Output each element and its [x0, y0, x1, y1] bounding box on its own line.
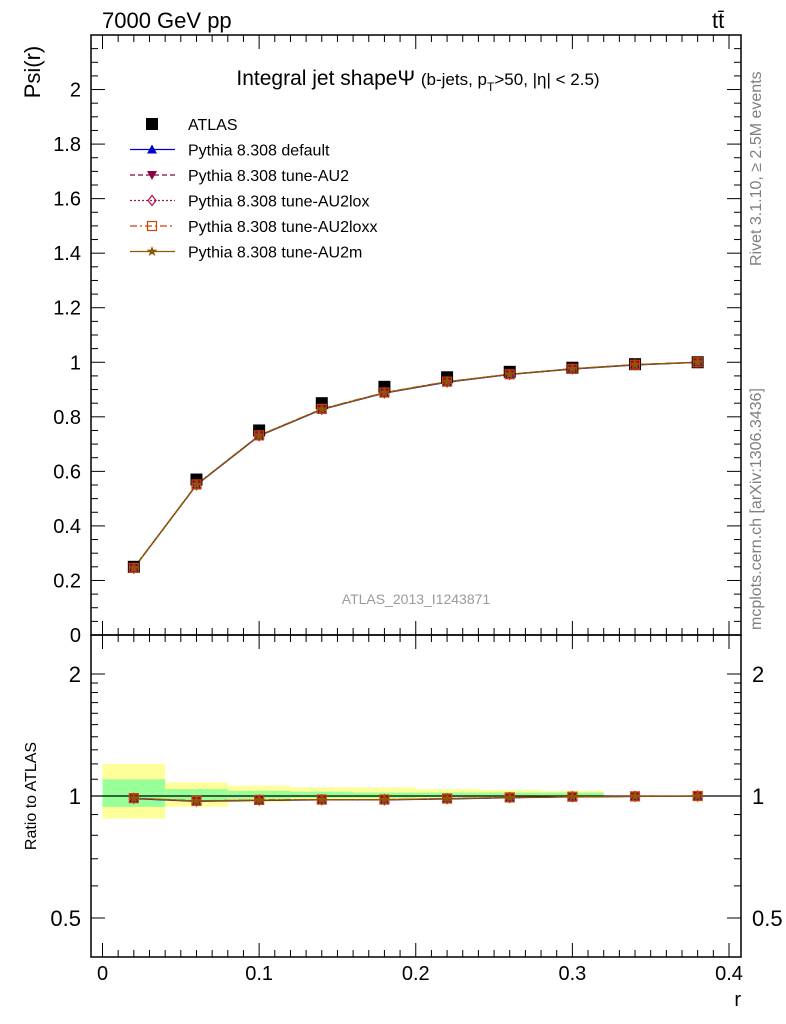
title-sub-rest: >50, |η| < 2.5) — [494, 70, 599, 89]
y-tick-label: 1.6 — [53, 189, 81, 211]
legend-label: Pythia 8.308 tune-AU2loxx — [188, 219, 377, 236]
ratio-data-point — [191, 795, 202, 806]
legend-marker — [147, 144, 157, 154]
x-axis-label: r — [734, 989, 741, 1011]
legend-label: Pythia 8.308 default — [188, 143, 330, 160]
legend-item: Pythia 8.308 tune-AU2 — [130, 168, 349, 185]
x-tick-label: 0 — [97, 963, 108, 985]
data-point — [316, 403, 328, 414]
ratio-y-tick-label-right: 2 — [752, 662, 764, 687]
title-main: Integral jet shapeΨ — [236, 67, 421, 90]
legend-item: Pythia 8.308 tune-AU2loxx — [130, 219, 377, 236]
ratio-bands — [102, 763, 604, 819]
legend-item: Pythia 8.308 tune-AU2lox — [130, 194, 369, 211]
analysis-watermark: ATLAS_2013_I1243871 — [342, 591, 491, 607]
series-markers-1 — [128, 357, 703, 573]
y-tick-label: 1.8 — [53, 134, 81, 156]
y-tick-label: 0.8 — [53, 407, 81, 429]
series-line — [133, 361, 698, 569]
series-markers-0 — [127, 356, 704, 573]
series-markers-2 — [128, 358, 703, 574]
ratio-series-4 — [128, 790, 703, 806]
legend-marker — [146, 220, 158, 232]
data-point — [504, 368, 515, 379]
legend-label: ATLAS — [188, 117, 238, 134]
title-sub: (b-jets, p — [421, 70, 487, 89]
series-markers-5 — [128, 356, 703, 573]
process-label: tt̄ — [712, 8, 725, 33]
legend-label: Pythia 8.308 tune-AU2m — [188, 245, 362, 262]
ratio-y-tick-label-right: 1 — [752, 784, 764, 809]
data-point — [441, 376, 453, 387]
ratio-data-point — [128, 792, 140, 803]
x-tick-label: 0.2 — [402, 963, 430, 985]
ratio-y-tick-label: 2 — [69, 662, 81, 687]
mcplots-label: mcplots.cern.ch [arXiv:1306.3436] — [748, 388, 765, 630]
series-line — [133, 361, 698, 569]
ratio-y-tick-label: 1 — [69, 784, 81, 809]
title-subscript: T — [487, 80, 495, 94]
x-tick-label: 0.3 — [558, 963, 586, 985]
ratio-y-tick-label-right: 0.5 — [752, 906, 783, 931]
data-point — [191, 479, 202, 490]
series-pythia-8-308-tune-au2lox — [133, 361, 698, 569]
y-tick-label: 0.4 — [53, 516, 81, 538]
series-line — [133, 361, 698, 569]
ratio-data-point — [629, 790, 641, 801]
series-pythia-8-308-tune-au2 — [133, 361, 698, 569]
x-tick-label: 0.1 — [245, 963, 273, 985]
series-markers-4 — [128, 357, 703, 574]
legend-marker — [147, 171, 157, 180]
series-pythia-8-308-default — [133, 361, 698, 569]
data-point — [379, 387, 390, 398]
y-tick-label: 1 — [70, 352, 81, 374]
series-pythia-8-308-tune-au2loxx — [133, 361, 698, 569]
legend-label: Pythia 8.308 tune-AU2lox — [188, 194, 369, 211]
series-line — [133, 361, 698, 569]
y-tick-label: 1.4 — [53, 243, 81, 265]
ratio-data-point — [379, 794, 390, 805]
chart-title: Integral jet shapeΨ (b-jets, pT>50, |η| … — [236, 67, 599, 94]
y-axis-label: Psi(r) — [20, 46, 45, 99]
stat-uncertainty-band — [165, 789, 228, 801]
legend: ATLAS Pythia 8.308 default Pythia 8.308 tu… — [130, 117, 377, 262]
ratio-data-point — [253, 794, 265, 805]
legend-item: ATLAS — [146, 117, 238, 134]
energy-label: 7000 GeV pp — [102, 8, 232, 33]
ratio-y-axis-label: Ratio to ATLAS — [23, 742, 40, 850]
data-point — [692, 356, 703, 367]
legend-item: Pythia 8.308 tune-AU2m — [130, 245, 362, 262]
x-tick-label: 0.4 — [715, 963, 743, 985]
legend-label: Pythia 8.308 tune-AU2 — [188, 168, 349, 185]
legend-marker — [146, 246, 158, 256]
y-tick-label: 2 — [70, 80, 81, 102]
ratio-data-point — [316, 794, 328, 805]
data-point — [567, 363, 578, 374]
data-point — [253, 430, 265, 441]
series-pythia-8-308-tune-au2m — [133, 361, 698, 569]
y-tick-label: 0 — [70, 625, 81, 647]
data-point — [128, 562, 140, 573]
ratio-data-point — [567, 791, 578, 802]
data-point — [629, 359, 641, 370]
y-tick-label: 0.2 — [53, 570, 81, 592]
ratio-data-point — [441, 793, 453, 804]
ratio-data-point — [692, 790, 703, 801]
series-line — [133, 361, 698, 569]
series-markers-3 — [129, 356, 703, 575]
ratio-y-tick-label: 0.5 — [50, 906, 81, 931]
ratio-data-point — [504, 792, 515, 803]
ratio-series-line — [133, 795, 698, 802]
rivet-version-label: Rivet 3.1.10, ≥ 2.5M events — [748, 71, 765, 266]
legend-marker — [147, 194, 157, 207]
y-tick-label: 0.6 — [53, 461, 81, 483]
legend-item: Pythia 8.308 default — [130, 143, 330, 160]
legend-marker — [146, 118, 158, 130]
y-tick-label: 1.2 — [53, 298, 81, 320]
